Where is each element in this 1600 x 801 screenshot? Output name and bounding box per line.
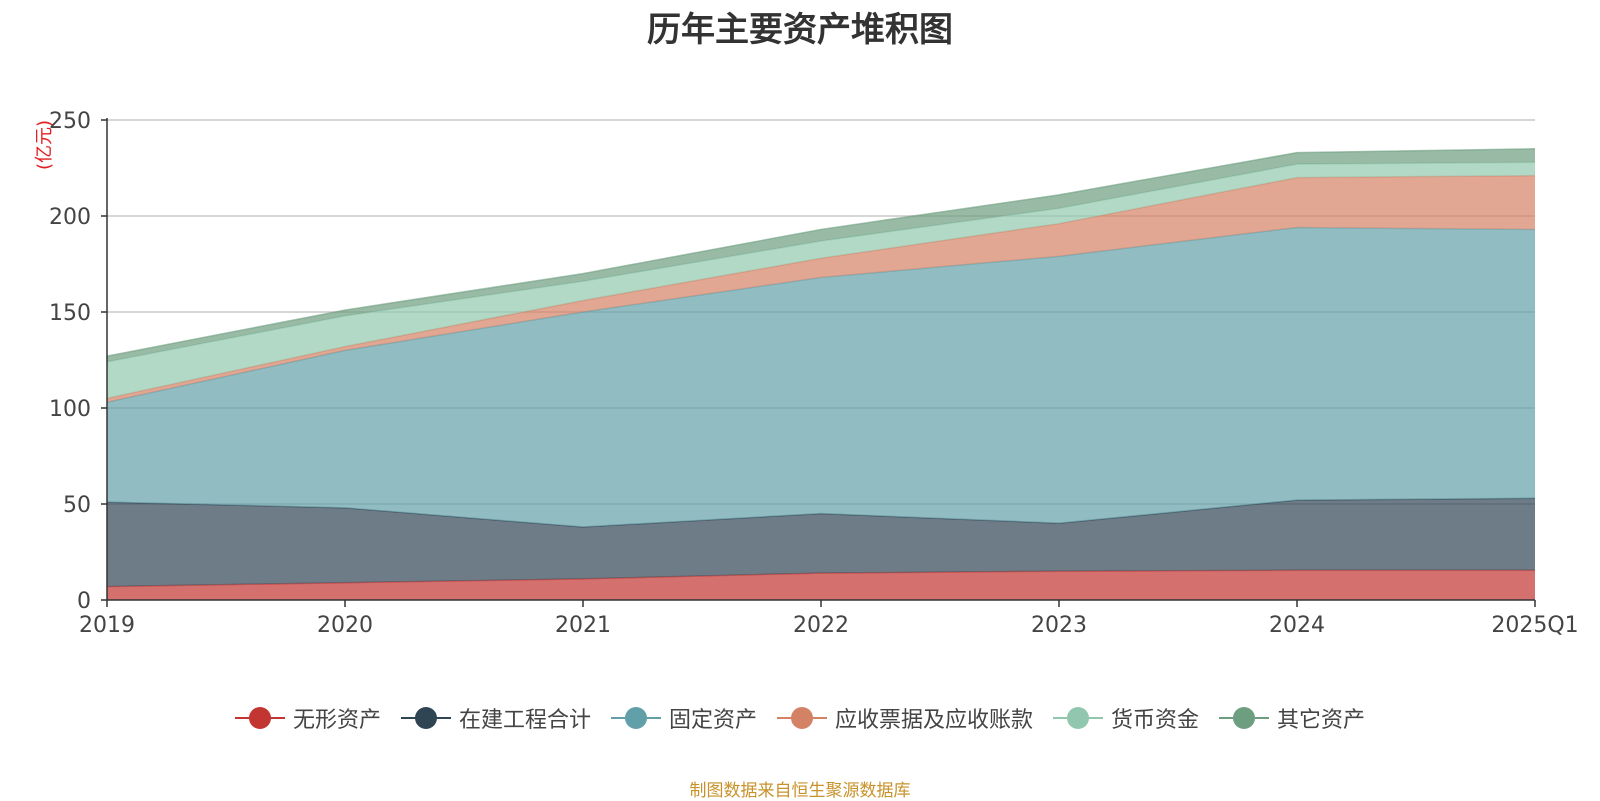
chart-title: 历年主要资产堆积图 (647, 10, 953, 50)
legend-marker-icon (234, 707, 285, 729)
legend-item[interactable]: 在建工程合计 (400, 702, 591, 734)
y-axis-unit-label: (亿元) (34, 120, 55, 170)
legend-label: 无形资产 (292, 708, 381, 733)
legend-item[interactable]: 无形资产 (234, 702, 381, 734)
legend-marker-icon (777, 707, 827, 729)
area-line-其它资产 (106, 148, 1536, 357)
y-tick-label: 50 (63, 493, 91, 518)
axes: 0 50 100 150 200 250 2019 2020 2021 2022 2023 2024 2… (49, 109, 1579, 638)
legend-marker-icon (1053, 707, 1104, 729)
legend-marker-icon (610, 707, 661, 729)
y-tick-label: 250 (49, 109, 91, 134)
y-tick-label: 100 (49, 397, 91, 422)
x-tick-label: 2021 (555, 613, 611, 638)
legend-label: 应收票据及应收账款 (835, 708, 1034, 733)
legend-label: 货币资金 (1111, 708, 1200, 733)
y-tick-label: 150 (49, 301, 91, 326)
legend-label: 其它资产 (1277, 708, 1366, 733)
area-在建工程合计 (107, 498, 1535, 587)
x-tick-label: 2024 (1269, 613, 1325, 638)
x-tick-label: 2020 (317, 613, 373, 638)
legend-label: 固定资产 (668, 708, 757, 733)
y-tick-label: 200 (49, 205, 91, 230)
legend-item[interactable]: 应收票据及应收账款 (777, 702, 1033, 734)
legend-item[interactable]: 货币资金 (1053, 702, 1199, 734)
y-tick-label: 0 (77, 589, 91, 614)
area-series-layer (106, 148, 1536, 600)
legend-item[interactable]: 固定资产 (610, 702, 757, 734)
legend: 无形资产 在建工程合计 固定资产 应收票据及应收账款 货币资金 其它资产 (0, 702, 1600, 734)
x-tick-label: 2019 (79, 613, 135, 638)
x-tick-label: 2023 (1031, 613, 1087, 638)
area-无形资产 (107, 570, 1535, 600)
source-note: 制图数据来自恒生聚源数据库 (689, 781, 911, 801)
legend-marker-icon (400, 707, 451, 729)
area-应收票据及应收账款 (107, 175, 1535, 403)
x-tick-label: 2025Q1 (1491, 613, 1578, 638)
legend-item[interactable]: 其它资产 (1219, 702, 1365, 734)
area-固定资产 (107, 227, 1535, 528)
x-tick-label: 2022 (793, 613, 849, 638)
legend-marker-icon (1219, 707, 1270, 729)
legend-label: 在建工程合计 (458, 708, 591, 733)
